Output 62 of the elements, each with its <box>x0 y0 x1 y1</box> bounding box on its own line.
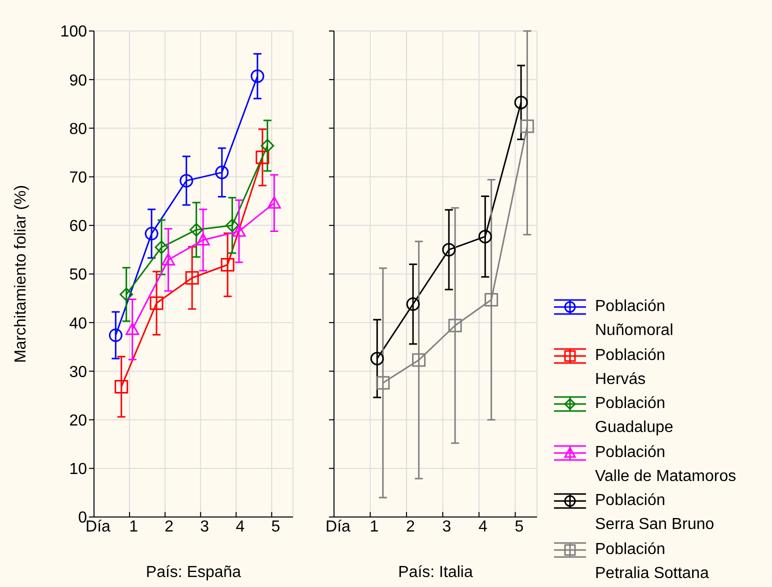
x-tick-label: 1 <box>370 518 379 536</box>
point <box>190 223 204 237</box>
point <box>108 328 122 342</box>
point <box>260 138 274 152</box>
point <box>162 253 176 266</box>
x-tick-label: 3 <box>200 518 210 536</box>
x-axis-title: País: Italia <box>398 564 473 581</box>
x-tick-label: 3 <box>442 518 452 536</box>
point <box>370 352 384 366</box>
y-tick-label: 50 <box>69 266 88 284</box>
legend-label: Población Nuñomoral <box>595 297 674 341</box>
point <box>185 271 199 285</box>
y-tick-label: 10 <box>69 461 88 478</box>
point <box>376 376 390 390</box>
point <box>196 233 210 246</box>
x-tick-label: 4 <box>478 518 488 536</box>
point <box>232 224 246 237</box>
point <box>484 293 498 307</box>
x-axis-title: País: España <box>146 564 242 581</box>
point <box>412 353 426 367</box>
x-tick-label: 5 <box>514 518 524 536</box>
y-tick-label: 40 <box>69 315 88 332</box>
point <box>114 380 128 394</box>
x-tick-label: 4 <box>236 518 245 536</box>
y-axis-title: Marchitamiento foliar (%) <box>12 185 30 363</box>
legend-label: Población Hervás <box>595 346 666 390</box>
y-tick-label: 60 <box>69 218 88 236</box>
y-tick-label: 70 <box>69 169 88 186</box>
point <box>220 258 234 272</box>
point <box>514 96 528 110</box>
point <box>144 226 158 240</box>
y-tick-label: 30 <box>69 364 88 381</box>
legend-label: Población Guadalupe <box>595 394 674 438</box>
x-tick-label: 2 <box>164 518 174 536</box>
point <box>225 218 239 232</box>
y-tick-label: 20 <box>69 412 88 430</box>
legend-label: Población Valle de Matamoros <box>595 442 736 486</box>
point <box>154 240 168 254</box>
x-tick-label: Día <box>86 518 111 536</box>
y-tick-label: 100 <box>60 24 88 41</box>
point <box>215 166 229 180</box>
point <box>126 322 140 335</box>
legend-label: Población Petralia Sottana <box>595 540 709 584</box>
point <box>406 297 420 311</box>
x-tick-label: 2 <box>406 518 416 536</box>
y-tick-label: 80 <box>69 120 88 138</box>
point <box>250 69 264 83</box>
point <box>520 120 534 134</box>
point <box>150 296 164 310</box>
x-tick-label: Día <box>326 518 351 536</box>
point <box>256 150 270 164</box>
point <box>267 196 281 209</box>
y-tick-label: 90 <box>69 72 88 90</box>
point <box>478 230 492 244</box>
legend-label: Población Serra San Bruno <box>595 491 714 535</box>
x-tick-label: 1 <box>129 518 138 536</box>
point <box>120 288 134 302</box>
point <box>180 174 194 188</box>
x-tick-label: 5 <box>271 518 280 536</box>
point <box>448 318 462 332</box>
y-tick-label: 0 <box>78 510 88 527</box>
point <box>442 242 456 256</box>
